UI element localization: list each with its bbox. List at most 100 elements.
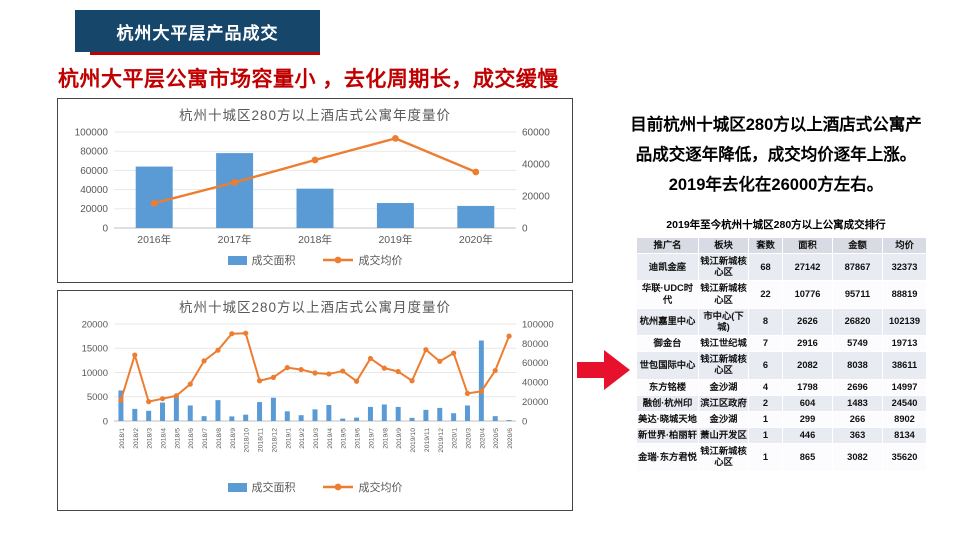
line-point — [492, 367, 498, 374]
table-cell: 东方铭楼 — [636, 378, 699, 396]
bar — [326, 404, 332, 421]
right-axis-tick-label: 20000 — [522, 397, 548, 408]
table-cell: 102139 — [882, 307, 927, 337]
annual-chart-canvas: 0 20000 40000 60000 80000 100000 0 20000 40000 60… — [75, 127, 551, 246]
right-axis-tick-label: 100000 — [522, 319, 554, 330]
table-cell: 299 — [782, 410, 833, 429]
category-label: 2019/7 — [368, 428, 375, 449]
line-point — [437, 358, 443, 364]
line-point — [201, 358, 207, 364]
left-axis-tick-label: 20000 — [82, 319, 108, 330]
table-cell: 22 — [748, 280, 783, 309]
table-cell: 1 — [748, 443, 783, 472]
table-cell: 266 — [832, 410, 883, 429]
left-axis-tick-label: 40000 — [80, 185, 108, 196]
left-axis-tick-label: 15000 — [82, 344, 108, 355]
bar — [457, 205, 495, 228]
table-cell: 迪凯金座 — [636, 253, 699, 282]
bar — [229, 416, 235, 421]
line-point — [472, 168, 480, 176]
table-cell: 88819 — [882, 280, 927, 309]
line-point — [132, 352, 138, 358]
table-cell: 5749 — [832, 335, 883, 353]
table-row: 融创·杭州印 滨江区政府 2 604 1483 24540 — [636, 394, 927, 412]
line-point — [215, 347, 221, 353]
table-cell: 滨江区政府 — [698, 394, 749, 412]
table-header-cell: 套数 — [748, 236, 783, 255]
monthly-chart-legend: 成交面积 成交均价 — [227, 479, 403, 495]
line-point — [312, 370, 318, 376]
bar — [298, 415, 304, 421]
line-point — [284, 365, 290, 371]
section-badge: 杭州大平层产品成交 — [75, 10, 320, 52]
line-point — [326, 371, 332, 377]
category-label: 2020/1 — [452, 428, 459, 449]
insight-text: 目前杭州十城区280方以上酒店式公寓产 品成交逐年降低，成交均价逐年上涨。 20… — [596, 110, 956, 200]
table-cell: 27142 — [782, 253, 833, 282]
table-header-cell: 推广名 — [636, 236, 699, 255]
table-cell: 87867 — [832, 253, 883, 282]
bar — [173, 396, 179, 421]
line-point — [451, 350, 457, 356]
table-cell: 1 — [748, 410, 783, 429]
category-label: 2019/2 — [299, 428, 306, 449]
table-cell: 6 — [748, 351, 783, 380]
table-header-cell: 板块 — [698, 236, 749, 255]
line-point — [231, 179, 239, 186]
line-point — [506, 333, 512, 339]
category-label: 2019/6 — [355, 428, 362, 449]
table-cell: 10776 — [782, 280, 833, 309]
line-point — [381, 365, 387, 371]
table-row: 东方铭楼 金沙湖 4 1798 2696 14997 — [636, 378, 927, 396]
ranking-table-title: 2019年至今杭州十城区280方以上公寓成交排行 — [666, 219, 886, 231]
bar — [215, 400, 221, 421]
legend-item-price: 成交均价 — [322, 252, 403, 268]
category-label: 2019年 — [378, 233, 412, 246]
bar — [312, 409, 318, 421]
table-header-cell: 均价 — [882, 236, 927, 255]
category-label: 2019/11 — [424, 428, 431, 452]
table-cell: 1798 — [782, 378, 833, 396]
insight-line: 目前杭州十城区280方以上酒店式公寓产 — [630, 116, 922, 134]
table-cell: 御金台 — [636, 335, 699, 353]
line-point — [311, 156, 319, 164]
bar — [367, 406, 373, 421]
annual-chart-panel: 杭州十城区280方以上酒店式公寓年度量价 0 20000 40000 60000 800… — [57, 98, 573, 283]
category-label: 2018/7 — [202, 428, 209, 449]
legend-area-label: 成交面积 — [251, 482, 296, 494]
bar — [409, 417, 415, 421]
table-cell: 新世界·柏丽轩 — [636, 427, 699, 445]
category-label: 2019/4 — [327, 428, 334, 449]
table-cell: 7 — [748, 335, 783, 353]
category-label: 2018/8 — [216, 428, 223, 449]
table-header-row: 推广名 板块 套数 面积 金额 均价 — [636, 236, 927, 255]
table-row: 金瑞·东方君悦 钱江新城核心区 1 865 3082 35620 — [636, 443, 927, 472]
insight-line: 2019年去化在26000方左右。 — [668, 176, 884, 194]
line-point — [478, 388, 484, 395]
right-panel: 目前杭州十城区280方以上酒店式公寓产 品成交逐年降低，成交均价逐年上涨。 20… — [596, 110, 956, 472]
red-arrow-shaft — [577, 362, 604, 378]
left-axis-tick-label: 100000 — [75, 127, 109, 138]
line-point — [270, 374, 277, 380]
table-cell: 金沙湖 — [698, 410, 749, 429]
bar — [423, 409, 429, 421]
category-label: 2018/9 — [230, 428, 237, 449]
table-cell: 8902 — [882, 410, 927, 429]
right-axis-tick-label: 0 — [522, 416, 527, 427]
line-point — [118, 397, 124, 403]
table-cell: 钱江新城核心区 — [698, 351, 749, 380]
bar — [478, 340, 484, 421]
line-swatch-icon — [322, 483, 353, 491]
table-cell: 华联·UDC时代 — [636, 280, 699, 309]
table-cell: 市中心(下城) — [698, 307, 749, 337]
category-label: 2020/6 — [507, 428, 514, 449]
line-point — [243, 330, 249, 336]
table-cell: 14997 — [882, 378, 927, 396]
table-row: 迪凯金座 钱江新城核心区 68 27142 87867 32373 — [636, 253, 927, 282]
section-badge-label: 杭州大平层产品成交 — [116, 23, 279, 43]
left-axis-tick-label: 20000 — [80, 204, 108, 215]
table-row: 新世界·柏丽轩 萧山开发区 1 446 363 8134 — [636, 427, 927, 445]
slide-title: 杭州大平层公寓市场容量小 ，去化周期长，成交缓慢 — [58, 68, 559, 91]
table-cell: 24540 — [882, 394, 927, 412]
right-axis-tick-label: 60000 — [522, 127, 550, 138]
